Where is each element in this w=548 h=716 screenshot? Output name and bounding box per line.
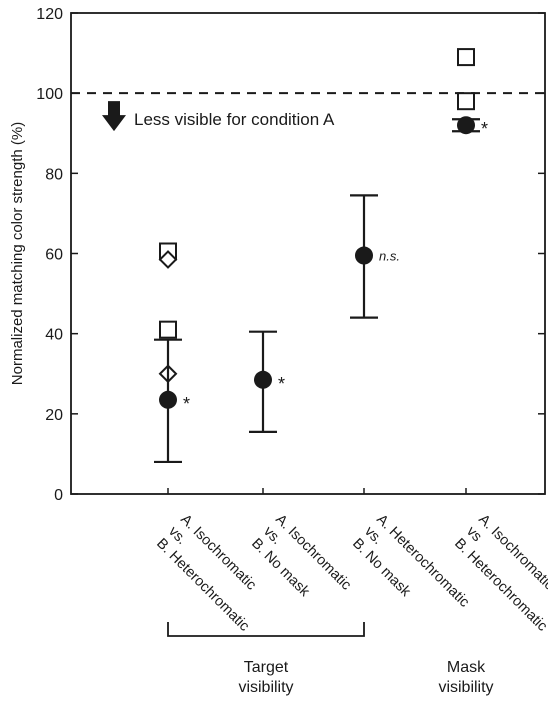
category-label-line: B. Heterochromatic xyxy=(153,536,252,635)
category-label-line: A. Heterochromatic xyxy=(373,512,472,611)
y-tick-label: 60 xyxy=(45,247,63,264)
group-label: visibility xyxy=(438,679,493,696)
y-tick-label: 0 xyxy=(54,487,63,504)
y-tick-label: 40 xyxy=(45,327,63,344)
group-label: visibility xyxy=(238,679,293,696)
open-square-point xyxy=(457,48,475,67)
plot-marks xyxy=(71,48,545,464)
annotation-text: Less visible for condition A xyxy=(134,110,335,129)
significance-star: * xyxy=(481,119,488,139)
mean-point xyxy=(159,390,177,409)
y-tick-label: 100 xyxy=(36,86,63,103)
open-square-point xyxy=(159,320,177,339)
plot-axes: 0 20 40 60 80 100 120 Normalized matching color… xyxy=(9,6,546,504)
y-tick-label: 120 xyxy=(36,6,63,23)
down-arrow-icon xyxy=(102,101,126,132)
significance-star: * xyxy=(278,374,285,394)
group-bracket xyxy=(167,622,365,637)
y-tick-label: 20 xyxy=(45,407,63,424)
open-square-point xyxy=(457,92,475,111)
group-label: Mask xyxy=(447,659,486,676)
mean-point xyxy=(457,116,475,135)
open-diamond-point xyxy=(158,250,178,269)
significance-ns: n.s. xyxy=(379,249,400,264)
mean-point xyxy=(355,246,373,265)
y-tick-label: 80 xyxy=(45,166,63,183)
category-label-line: B. Heterochromatic xyxy=(451,536,548,635)
y-axis-label: Normalized matching color strength (%) xyxy=(9,122,26,385)
significance-star: * xyxy=(183,394,190,414)
plot-labels: Less visible for condition A * * n.s. * A. Is… xyxy=(134,110,548,696)
mean-point xyxy=(254,370,272,389)
group-label: Target xyxy=(244,659,289,676)
plot-frame xyxy=(70,12,546,495)
